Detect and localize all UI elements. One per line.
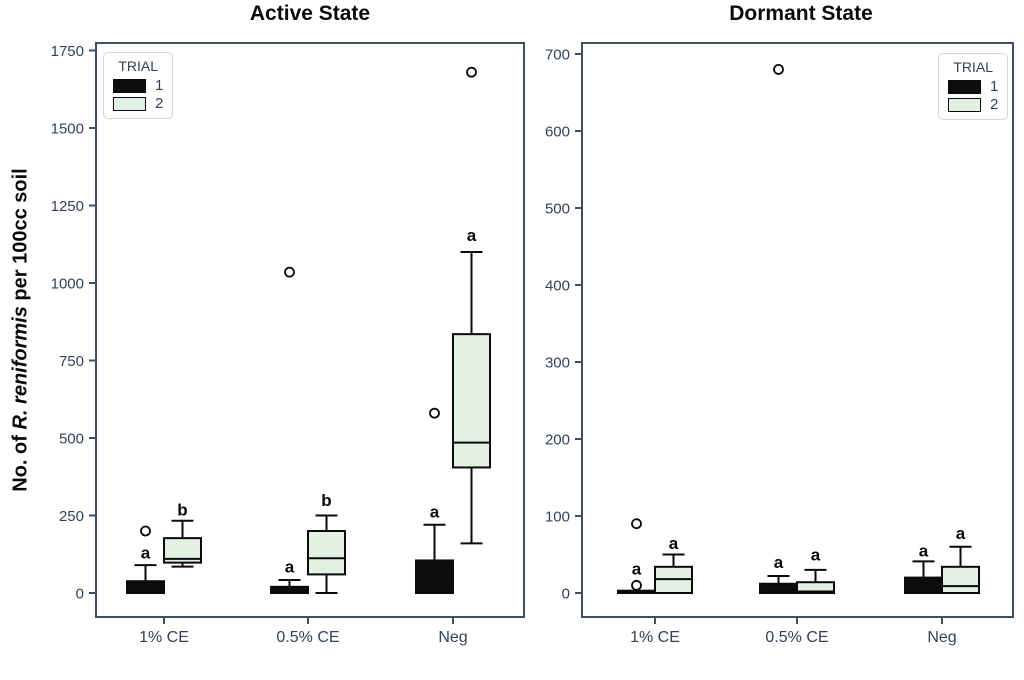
y-tick-label: 300 bbox=[545, 354, 570, 371]
significance-letter: b bbox=[321, 491, 331, 510]
y-axis-label-suffix: per 100cc soil bbox=[9, 168, 32, 307]
y-axis-label: No. of R. reniformis per 100cc soil bbox=[10, 168, 33, 491]
significance-letter: a bbox=[919, 542, 929, 561]
panel-border bbox=[95, 42, 525, 618]
box-trial-2 bbox=[796, 581, 835, 594]
legend-row-trial-1: 1 bbox=[948, 79, 998, 94]
y-axis-label-species: R. reniformis bbox=[9, 306, 32, 430]
significance-letter: a bbox=[285, 558, 295, 577]
y-tick-label: 200 bbox=[545, 431, 570, 448]
y-tick-label: 600 bbox=[545, 123, 570, 140]
x-tick-label: 1% CE bbox=[630, 629, 680, 646]
legend-dormant: TRIAL 1 2 bbox=[938, 53, 1009, 120]
significance-letter: a bbox=[669, 534, 679, 553]
trial-1-swatch bbox=[113, 78, 146, 93]
legend-title: TRIAL bbox=[118, 58, 159, 74]
y-tick-label: 750 bbox=[59, 353, 84, 370]
y-axis-label-prefix: No. of bbox=[9, 429, 32, 492]
y-tick-label: 500 bbox=[59, 430, 84, 447]
y-tick-label: 1500 bbox=[51, 120, 84, 137]
trial-2-swatch bbox=[948, 97, 981, 112]
y-tick-label: 100 bbox=[545, 508, 570, 525]
y-tick-label: 250 bbox=[59, 508, 84, 525]
y-tick-label: 0 bbox=[562, 585, 570, 602]
significance-letter: a bbox=[811, 545, 821, 564]
x-tick-label: 0.5% CE bbox=[276, 629, 339, 646]
x-tick-label: Neg bbox=[438, 629, 467, 646]
trial-2-swatch bbox=[113, 96, 146, 111]
y-tick-label: 1000 bbox=[51, 275, 84, 292]
x-tick-label: 1% CE bbox=[139, 629, 189, 646]
panel-title-active: Active State bbox=[249, 2, 371, 25]
stray-artifact-mark: : bbox=[833, 650, 836, 661]
outlier-point bbox=[631, 518, 642, 530]
box-trial-1 bbox=[904, 576, 943, 594]
outlier-point bbox=[631, 579, 642, 591]
trial-2-label: 2 bbox=[155, 95, 164, 112]
y-tick-label: 400 bbox=[545, 277, 570, 294]
outlier-point bbox=[284, 266, 295, 278]
box-trial-2 bbox=[941, 565, 980, 595]
legend-row-trial-1: 1 bbox=[113, 78, 163, 93]
y-tick-label: 1250 bbox=[51, 198, 84, 215]
x-tick-label: 0.5% CE bbox=[765, 629, 828, 646]
outlier-point bbox=[773, 64, 784, 75]
trial-2-label: 2 bbox=[990, 96, 999, 113]
significance-letter: b bbox=[177, 500, 187, 519]
significance-letter: a bbox=[141, 544, 151, 563]
outlier-point bbox=[429, 407, 440, 419]
y-tick-label: 500 bbox=[545, 200, 570, 217]
panel-border bbox=[581, 42, 1014, 618]
legend-title: TRIAL bbox=[953, 59, 994, 75]
y-tick-label: 700 bbox=[545, 46, 570, 63]
significance-letter: a bbox=[632, 559, 642, 578]
y-tick-label: 1750 bbox=[51, 43, 84, 60]
box-trial-1 bbox=[415, 559, 454, 595]
outlier-point bbox=[140, 525, 151, 537]
box-trial-2 bbox=[307, 530, 346, 576]
significance-letter: a bbox=[956, 524, 966, 543]
x-tick-label: Neg bbox=[927, 629, 956, 646]
box-trial-1 bbox=[126, 580, 165, 594]
box-trial-2 bbox=[452, 333, 491, 469]
legend-row-trial-2: 2 bbox=[113, 96, 163, 111]
trial-1-label: 1 bbox=[990, 78, 999, 95]
significance-letter: a bbox=[774, 553, 784, 572]
significance-letter: a bbox=[430, 503, 440, 522]
significance-letter: a bbox=[467, 226, 477, 245]
trial-1-swatch bbox=[948, 79, 981, 94]
panel-title-dormant: Dormant State bbox=[729, 2, 873, 25]
outlier-point bbox=[466, 66, 477, 78]
y-tick-label: 0 bbox=[76, 585, 84, 602]
trial-1-label: 1 bbox=[155, 77, 164, 94]
legend-active: TRIAL 1 2 bbox=[103, 52, 174, 119]
box-trial-1 bbox=[270, 585, 309, 594]
legend-row-trial-2: 2 bbox=[948, 97, 998, 112]
